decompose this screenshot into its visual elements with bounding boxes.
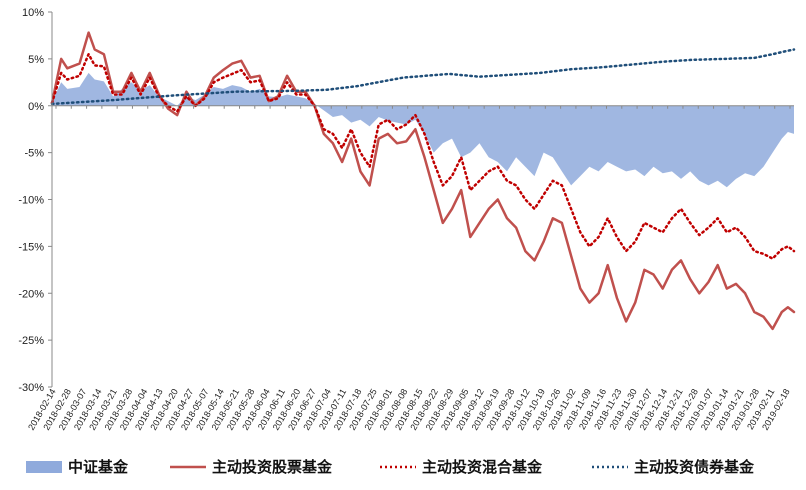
y-tick-label: -25% <box>18 335 44 347</box>
plot-area <box>50 31 796 331</box>
y-tick-label: 10% <box>22 7 44 19</box>
legend-label: 主动投资股票基金 <box>212 458 333 476</box>
y-tick-label: 5% <box>28 54 44 66</box>
y-tick-label: -30% <box>18 382 44 394</box>
legend-item-active-bond-fund: 主动投资债券基金 <box>592 458 755 476</box>
y-axis: 10% 5% 0% -5% -10% -15% -20% -25% -30% <box>18 7 53 394</box>
legend-item-csi-fund: 中证基金 <box>26 458 129 476</box>
y-tick-label: -15% <box>18 241 44 253</box>
legend-item-active-hybrid-fund: 主动投资混合基金 <box>380 458 543 476</box>
legend-label: 主动投资债券基金 <box>634 458 755 476</box>
series-line-dotted <box>50 52 796 260</box>
y-tick-label: -5% <box>24 148 44 160</box>
legend-swatch-area <box>26 461 62 473</box>
legend-label: 中证基金 <box>68 458 129 476</box>
legend-label: 主动投资混合基金 <box>422 458 543 476</box>
y-tick-label: -10% <box>18 195 44 207</box>
legend-item-active-equity-fund: 主动投资股票基金 <box>170 458 333 476</box>
legend: 中证基金 主动投资股票基金 主动投资混合基金 主动投资债券基金 <box>26 458 755 476</box>
series-line-solid <box>50 31 796 331</box>
series-line-dotted <box>50 48 796 106</box>
y-tick-label: 0% <box>28 101 44 113</box>
y-tick-label: -20% <box>18 288 44 300</box>
